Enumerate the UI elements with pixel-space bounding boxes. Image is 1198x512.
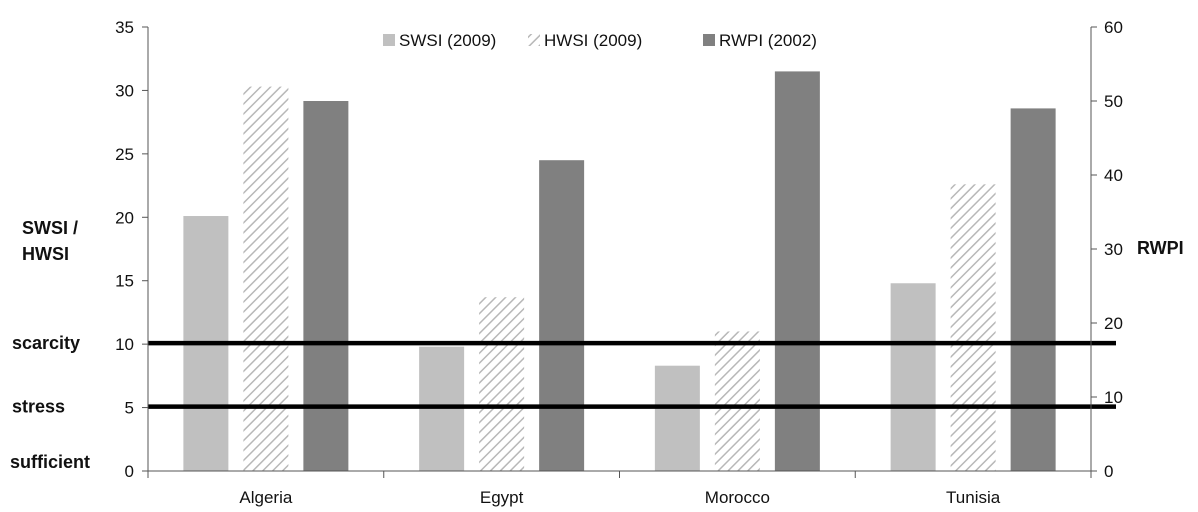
category-label-egypt: Egypt [480, 488, 524, 507]
right-tick-label-30: 30 [1104, 240, 1123, 259]
left-tick-label-30: 30 [115, 81, 134, 100]
left-tick-label-5: 5 [125, 399, 134, 418]
left-tick-label-0: 0 [125, 462, 134, 481]
left-tick-label-15: 15 [115, 272, 134, 291]
right-tick-label-60: 60 [1104, 18, 1123, 37]
bar-egypt-2 [539, 160, 585, 471]
bar-morocco-2 [774, 71, 820, 472]
bar-egypt-1 [479, 297, 525, 471]
category-label-tunisia: Tunisia [946, 488, 1001, 507]
threshold-label-stress: stress [12, 397, 65, 417]
right-tick-label-50: 50 [1104, 92, 1123, 111]
right-axis-title: RWPI [1137, 238, 1184, 258]
left-tick-label-10: 10 [115, 335, 134, 354]
bars-layer [183, 71, 1056, 472]
axes-layer [142, 26, 1116, 478]
bar-tunisia-0 [890, 283, 936, 471]
left-axis-title-line1: SWSI / [22, 218, 78, 238]
left-tick-label-35: 35 [115, 18, 134, 37]
left-axis-title-line2: HWSI [22, 244, 69, 264]
labels-layer: Algeria Egypt Morocco Tunisia scarcity stress… [10, 18, 1184, 507]
legend-swatch-1 [528, 34, 540, 46]
legend-label-0: SWSI (2009) [399, 31, 496, 50]
right-tick-label-20: 20 [1104, 314, 1123, 333]
zone-label-sufficient: sufficient [10, 452, 90, 472]
threshold-label-scarcity: scarcity [12, 333, 80, 353]
category-label-morocco: Morocco [705, 488, 770, 507]
legend-swatch-0 [383, 34, 395, 46]
bar-algeria-1 [243, 86, 289, 471]
legend: SWSI (2009) HWSI (2009) RWPI (2002) [383, 31, 817, 50]
legend-swatch-2 [703, 34, 715, 46]
bar-morocco-0 [654, 365, 700, 471]
bar-morocco-1 [714, 331, 760, 471]
bar-tunisia-2 [1010, 108, 1056, 472]
right-tick-label-40: 40 [1104, 166, 1123, 185]
legend-label-1: HWSI (2009) [544, 31, 642, 50]
bar-algeria-2 [303, 101, 349, 471]
bar-tunisia-1 [950, 184, 996, 471]
right-tick-label-10: 10 [1104, 388, 1123, 407]
category-label-algeria: Algeria [239, 488, 292, 507]
right-tick-label-0: 0 [1104, 462, 1113, 481]
left-tick-label-20: 20 [115, 208, 134, 227]
legend-label-2: RWPI (2002) [719, 31, 817, 50]
left-tick-label-25: 25 [115, 145, 134, 164]
bar-egypt-0 [419, 346, 465, 471]
